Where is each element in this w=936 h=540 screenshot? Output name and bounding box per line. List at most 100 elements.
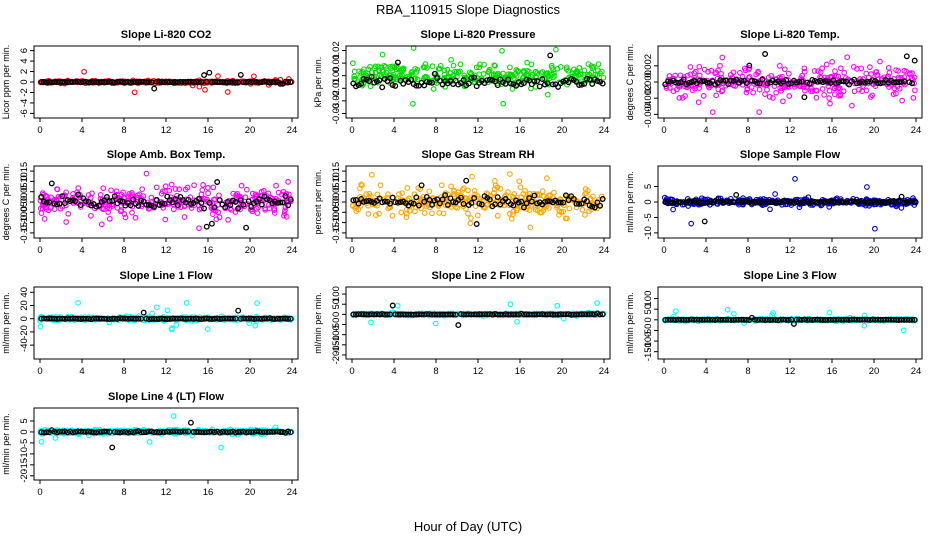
data-point [63, 219, 70, 225]
reference-point [214, 179, 221, 185]
data-point [170, 413, 177, 419]
reference-point [895, 198, 902, 205]
data-point [836, 92, 842, 99]
x-tick-label: 16 [203, 366, 214, 377]
reference-point [861, 316, 868, 323]
x-tick-label: 4 [703, 245, 708, 256]
data-point [873, 68, 880, 75]
reference-point [510, 311, 517, 318]
reference-point [573, 311, 580, 318]
reference-point [82, 198, 89, 205]
data-point [393, 66, 399, 73]
reference-point [675, 199, 682, 206]
reference-point [285, 315, 292, 322]
data-point [687, 64, 694, 70]
reference-point [693, 316, 700, 323]
reference-point [360, 75, 367, 82]
reference-point [216, 315, 223, 322]
reference-point [211, 204, 218, 211]
data-point [436, 210, 443, 216]
points [37, 170, 294, 232]
reference-point [130, 429, 137, 436]
data-point [406, 207, 413, 214]
data-point [912, 87, 918, 94]
reference-point [240, 201, 247, 208]
reference-point [271, 316, 278, 323]
reference-point [166, 79, 173, 85]
y-tick-label: -200 [331, 345, 342, 364]
reference-point [415, 311, 422, 318]
reference-point [528, 311, 535, 318]
reference-point [235, 307, 242, 314]
reference-point [85, 428, 92, 435]
reference-point [853, 316, 860, 323]
reference-point [161, 200, 168, 207]
reference-point [269, 428, 276, 435]
data-point [510, 208, 517, 215]
y-tick-label: 0.00 [19, 193, 30, 212]
x-tick-label: 12 [785, 125, 796, 136]
data-point [465, 210, 471, 217]
reference-point [392, 199, 399, 206]
reference-point [51, 78, 58, 85]
reference-point [597, 202, 604, 209]
reference-point [82, 428, 89, 435]
data-point [801, 65, 808, 72]
data-point [863, 87, 870, 94]
reference-point [227, 79, 234, 85]
reference-point [235, 205, 242, 212]
reference-point [198, 79, 205, 85]
reference-point [531, 192, 538, 199]
data-point [218, 444, 224, 451]
data-point [476, 77, 482, 84]
reference-point [832, 316, 839, 323]
data-point [448, 183, 454, 190]
reference-point [562, 311, 569, 318]
data-point [576, 65, 583, 71]
reference-point [801, 198, 808, 205]
panel-5: Slope Gas Stream RH percent per min. 0 4 8 12… [313, 149, 611, 256]
reference-point [156, 429, 163, 436]
data-point [131, 89, 138, 96]
data-point [225, 216, 231, 223]
data-point [767, 206, 773, 213]
reference-point [492, 311, 499, 317]
data-point [392, 74, 399, 81]
reference-point [143, 315, 150, 322]
data-point [684, 72, 691, 79]
data-point [210, 184, 217, 191]
data-point [106, 215, 113, 222]
reference-point [101, 79, 108, 85]
data-point [708, 67, 715, 74]
reference-point [811, 77, 818, 84]
reference-point [151, 203, 158, 210]
reference-point [140, 309, 147, 316]
reference-point [911, 316, 918, 323]
data-point [670, 88, 677, 95]
reference-point [88, 316, 95, 323]
y-tick-label: 0.10 [331, 172, 342, 191]
data-point [755, 68, 761, 75]
data-point [162, 216, 169, 223]
data-point [493, 72, 500, 78]
reference-point [224, 429, 231, 436]
reference-point [156, 315, 163, 322]
reference-point [769, 316, 776, 323]
reference-point [696, 200, 703, 207]
reference-point [423, 311, 430, 318]
y-tick-label: -40 [19, 338, 30, 352]
reference-point [738, 316, 745, 323]
data-point [520, 68, 527, 74]
reference-point [767, 317, 774, 323]
plot-frame [345, 286, 611, 360]
reference-point [253, 428, 260, 435]
data-point [844, 54, 851, 61]
reference-point [570, 195, 577, 202]
x-tick-label: 16 [515, 245, 526, 256]
reference-point [840, 78, 847, 85]
reference-point [893, 316, 900, 323]
reference-point [250, 78, 257, 85]
data-point [579, 206, 586, 213]
reference-point [798, 199, 805, 206]
y-tick-label: 0.01 [331, 54, 342, 73]
